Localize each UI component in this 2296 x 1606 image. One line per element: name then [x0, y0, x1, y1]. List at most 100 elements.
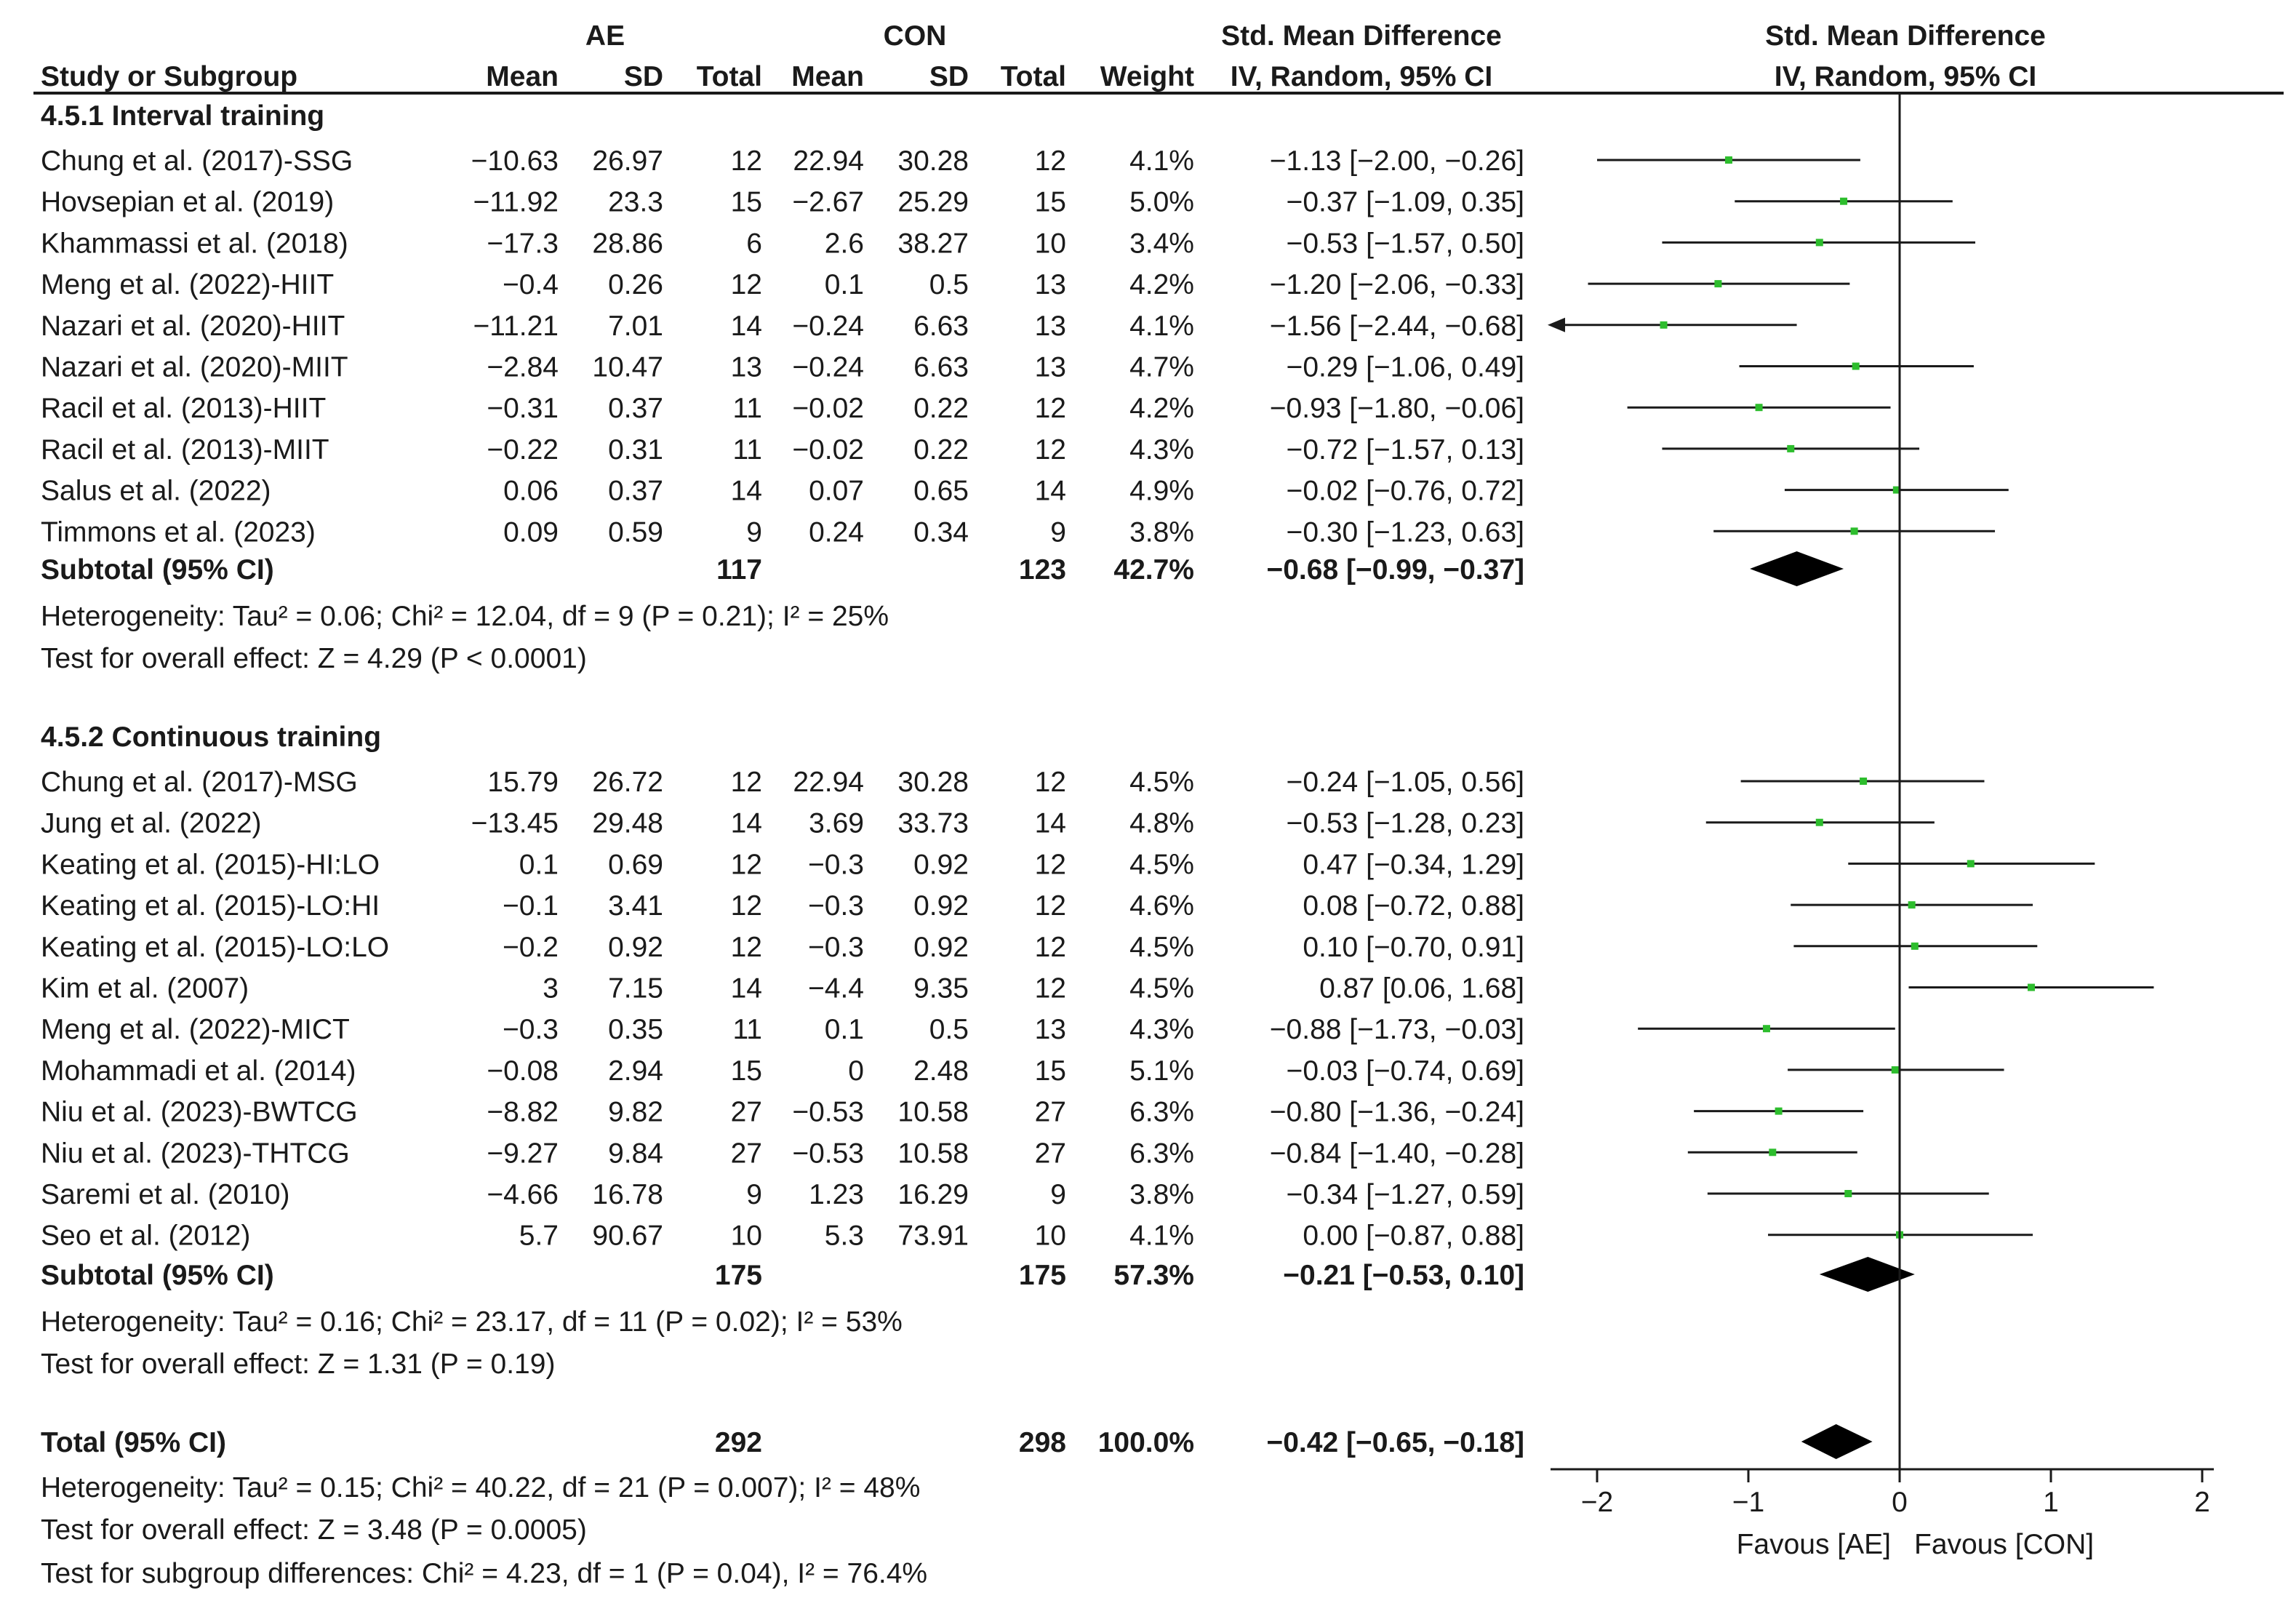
subtotal-interval-ae-total: 117	[716, 554, 762, 586]
study-weight: 4.3%	[1129, 1014, 1194, 1045]
study-name-1-5: Kim et al. (2007)	[41, 973, 249, 1004]
study-name-0-9: Timmons et al. (2023)	[41, 516, 316, 548]
header-ae-mean: Mean	[486, 61, 559, 92]
subtotal-continuous-diamond	[1819, 1257, 1915, 1292]
study-ae-mean: 15.79	[487, 767, 559, 798]
study-ci-text: −0.72 [−1.57, 0.13]	[1287, 434, 1524, 466]
study-ci-text: −0.53 [−1.57, 0.50]	[1287, 228, 1524, 259]
study-ae-mean: 5.7	[519, 1221, 559, 1252]
study-ae-sd: 26.72	[592, 767, 663, 798]
heterogeneity-continuous: Heterogeneity: Tau² = 0.16; Chi² = 23.17…	[41, 1306, 903, 1338]
study-point-marker	[1762, 1025, 1770, 1033]
study-weight: 4.6%	[1129, 890, 1194, 922]
study-ae-mean: 0.09	[503, 516, 559, 548]
study-weight: 6.3%	[1129, 1138, 1194, 1169]
study-con-total: 12	[1035, 145, 1066, 177]
study-ae-total: 12	[731, 145, 762, 177]
study-con-total: 12	[1035, 973, 1066, 1004]
study-ae-total: 13	[731, 352, 762, 383]
x-tick-label: −2	[1581, 1487, 1613, 1518]
study-ae-total: 15	[731, 187, 762, 218]
favours-left-label: Favous [AE]	[1737, 1529, 1891, 1560]
study-ae-total: 14	[731, 311, 762, 342]
study-ae-total: 11	[733, 393, 763, 424]
study-ci-text: 0.47 [−0.34, 1.29]	[1303, 849, 1524, 880]
subtotal-interval-ci-text: −0.68 [−0.99, −0.37]	[1266, 554, 1524, 586]
study-con-mean: 0.07	[809, 476, 864, 507]
header-smd-method: IV, Random, 95% CI	[1231, 61, 1493, 92]
study-weight: 4.7%	[1129, 352, 1194, 383]
study-ae-mean: −9.27	[487, 1138, 559, 1169]
header-plot-method: IV, Random, 95% CI	[1775, 61, 2037, 92]
study-con-total: 9	[1050, 516, 1066, 548]
study-ae-sd: 9.82	[608, 1097, 663, 1128]
study-ci-text: −0.03 [−0.74, 0.69]	[1287, 1055, 1524, 1087]
study-con-total: 12	[1035, 393, 1066, 424]
study-weight: 4.1%	[1129, 311, 1194, 342]
study-con-mean: 22.94	[793, 767, 864, 798]
overall-effect-continuous: Test for overall effect: Z = 1.31 (P = 0…	[41, 1349, 555, 1380]
study-ae-sd: 0.37	[608, 393, 663, 424]
study-ci-text: 0.87 [0.06, 1.68]	[1319, 973, 1524, 1004]
study-name-1-6: Meng et al. (2022)-MICT	[41, 1014, 350, 1045]
study-ae-total: 12	[731, 890, 762, 922]
study-point-marker	[1860, 778, 1868, 785]
study-ae-total: 12	[731, 767, 762, 798]
header-study: Study or Subgroup	[41, 61, 297, 92]
study-weight: 4.8%	[1129, 808, 1194, 839]
study-con-total: 10	[1035, 1221, 1066, 1252]
header-plot-title: Std. Mean Difference	[1765, 20, 2046, 52]
study-ci-text: −1.20 [−2.06, −0.33]	[1270, 269, 1524, 300]
study-point-marker	[1787, 444, 1795, 452]
x-tick-label: 1	[2043, 1487, 2059, 1518]
study-con-mean: 1.23	[809, 1179, 864, 1210]
study-ae-sd: 0.92	[608, 932, 663, 963]
study-name-0-7: Racil et al. (2013)-MIIT	[41, 434, 329, 466]
header-con: CON	[884, 20, 947, 52]
study-ae-sd: 0.35	[608, 1014, 663, 1045]
study-ae-mean: −0.3	[503, 1014, 559, 1045]
study-ae-mean: −0.1	[503, 890, 559, 922]
study-con-sd: 0.5	[929, 1014, 969, 1045]
study-ae-total: 12	[731, 849, 762, 880]
study-point-marker	[1714, 280, 1722, 288]
study-con-sd: 33.73	[897, 808, 969, 839]
study-point-marker	[1775, 1107, 1783, 1115]
study-con-sd: 0.22	[913, 393, 969, 424]
study-con-mean: −4.4	[808, 973, 864, 1004]
study-ae-sd: 0.37	[608, 476, 663, 507]
subtotal-continuous-con-total: 175	[1019, 1260, 1066, 1291]
study-ae-sd: 3.41	[608, 890, 663, 922]
subtotal-continuous-label: Subtotal (95% CI)	[41, 1260, 274, 1291]
study-con-mean: −0.02	[792, 434, 864, 466]
study-ae-mean: −17.3	[487, 228, 559, 259]
overall-effect-interval: Test for overall effect: Z = 4.29 (P < 0…	[41, 643, 587, 674]
study-ci-text: −0.88 [−1.73, −0.03]	[1270, 1014, 1524, 1045]
study-con-sd: 6.63	[913, 311, 969, 342]
study-point-marker	[1724, 156, 1732, 164]
study-con-total: 13	[1035, 269, 1066, 300]
study-ci-text: 0.08 [−0.72, 0.88]	[1303, 890, 1524, 922]
study-ae-total: 9	[746, 1179, 762, 1210]
total-weight: 100.0%	[1098, 1427, 1194, 1458]
study-name-1-0: Chung et al. (2017)-MSG	[41, 767, 358, 798]
study-ae-sd: 26.97	[592, 145, 663, 177]
header-ae-total: Total	[697, 61, 762, 92]
study-ae-total: 14	[731, 476, 762, 507]
total-label: Total (95% CI)	[41, 1427, 226, 1458]
study-weight: 4.5%	[1129, 932, 1194, 963]
study-ci-text: −0.24 [−1.05, 0.56]	[1287, 767, 1524, 798]
study-con-total: 14	[1035, 476, 1066, 507]
study-con-total: 13	[1035, 352, 1066, 383]
study-weight: 5.1%	[1129, 1055, 1194, 1087]
study-point-marker	[1840, 197, 1848, 205]
study-ae-mean: −11.21	[473, 311, 559, 342]
study-point-marker	[1850, 527, 1858, 535]
study-ci-text: −0.93 [−1.80, −0.06]	[1270, 393, 1524, 424]
header-weight: Weight	[1100, 61, 1194, 92]
study-ae-total: 14	[731, 808, 762, 839]
subtotal-interval-label: Subtotal (95% CI)	[41, 554, 274, 586]
study-weight: 4.5%	[1129, 849, 1194, 880]
study-ae-total: 11	[733, 1014, 763, 1045]
study-ci-text: −0.29 [−1.06, 0.49]	[1287, 352, 1524, 383]
